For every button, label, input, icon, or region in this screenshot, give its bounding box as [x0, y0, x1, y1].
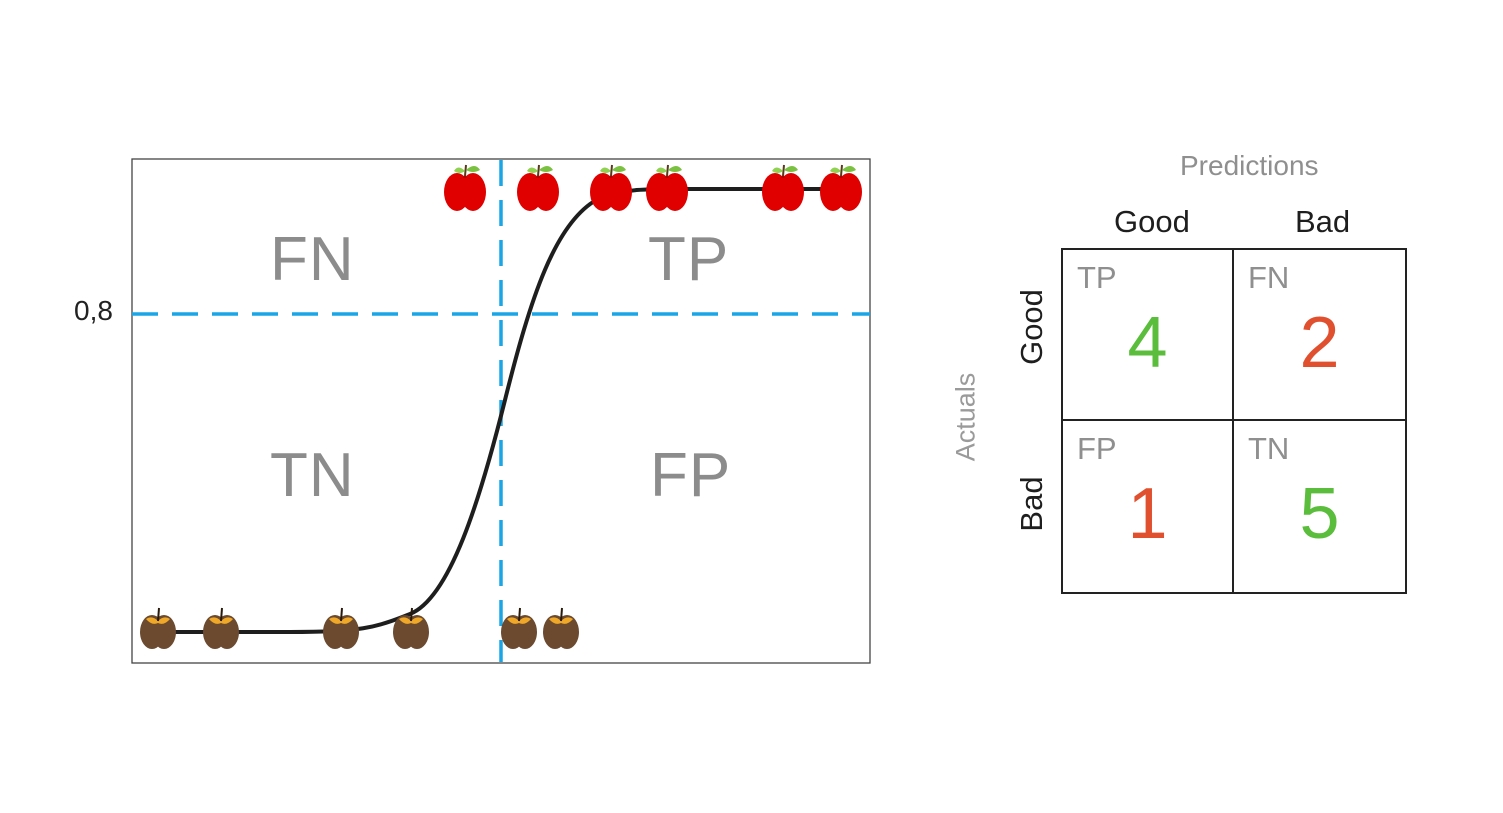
cell-tag: TP	[1077, 260, 1117, 295]
quadrant-label-fn: FN	[270, 225, 355, 294]
cell-value: 4	[1127, 303, 1168, 383]
good-apple-icon	[444, 164, 486, 211]
quadrant-label-tn: TN	[270, 441, 355, 510]
column-header-good: Good	[1114, 204, 1190, 239]
cell-tag: FN	[1248, 260, 1290, 295]
quadrant-label-tp: TP	[648, 225, 730, 294]
bad-apple-icon	[203, 607, 239, 649]
cell-good-bad: FN 2	[1234, 250, 1405, 421]
good-apple-icon	[762, 164, 804, 211]
bad-apple-icon	[501, 607, 537, 649]
cell-value: 2	[1299, 303, 1340, 383]
good-apple-icon	[517, 164, 559, 211]
column-header-bad: Bad	[1295, 204, 1351, 239]
cell-bad-bad: TN 5	[1234, 421, 1405, 592]
actuals-label: Actuals	[950, 372, 981, 462]
apple-markers	[140, 164, 862, 649]
row-header-good: Good	[1014, 289, 1049, 365]
bad-apple-icon	[140, 607, 176, 649]
predictions-title: Predictions	[1180, 150, 1319, 181]
bad-apple-icon	[323, 607, 359, 649]
confusion-matrix-grid: TP 4 FN 2 FP 1 TN 5	[1061, 248, 1407, 594]
row-header-bad: Bad	[1014, 476, 1049, 532]
good-apple-icon	[590, 164, 632, 211]
good-apple-icon	[820, 164, 862, 211]
threshold-label: 0,8	[74, 295, 113, 326]
quadrant-label-fp: FP	[650, 441, 732, 510]
cell-value: 5	[1299, 474, 1340, 554]
cell-good-good: TP 4	[1063, 250, 1234, 421]
cell-value: 1	[1127, 474, 1168, 554]
good-apple-icon	[646, 164, 688, 211]
cell-tag: TN	[1248, 431, 1290, 466]
bad-apple-icon	[393, 607, 429, 649]
cell-bad-good: FP 1	[1063, 421, 1234, 592]
cell-tag: FP	[1077, 431, 1117, 466]
bad-apple-icon	[543, 607, 579, 649]
